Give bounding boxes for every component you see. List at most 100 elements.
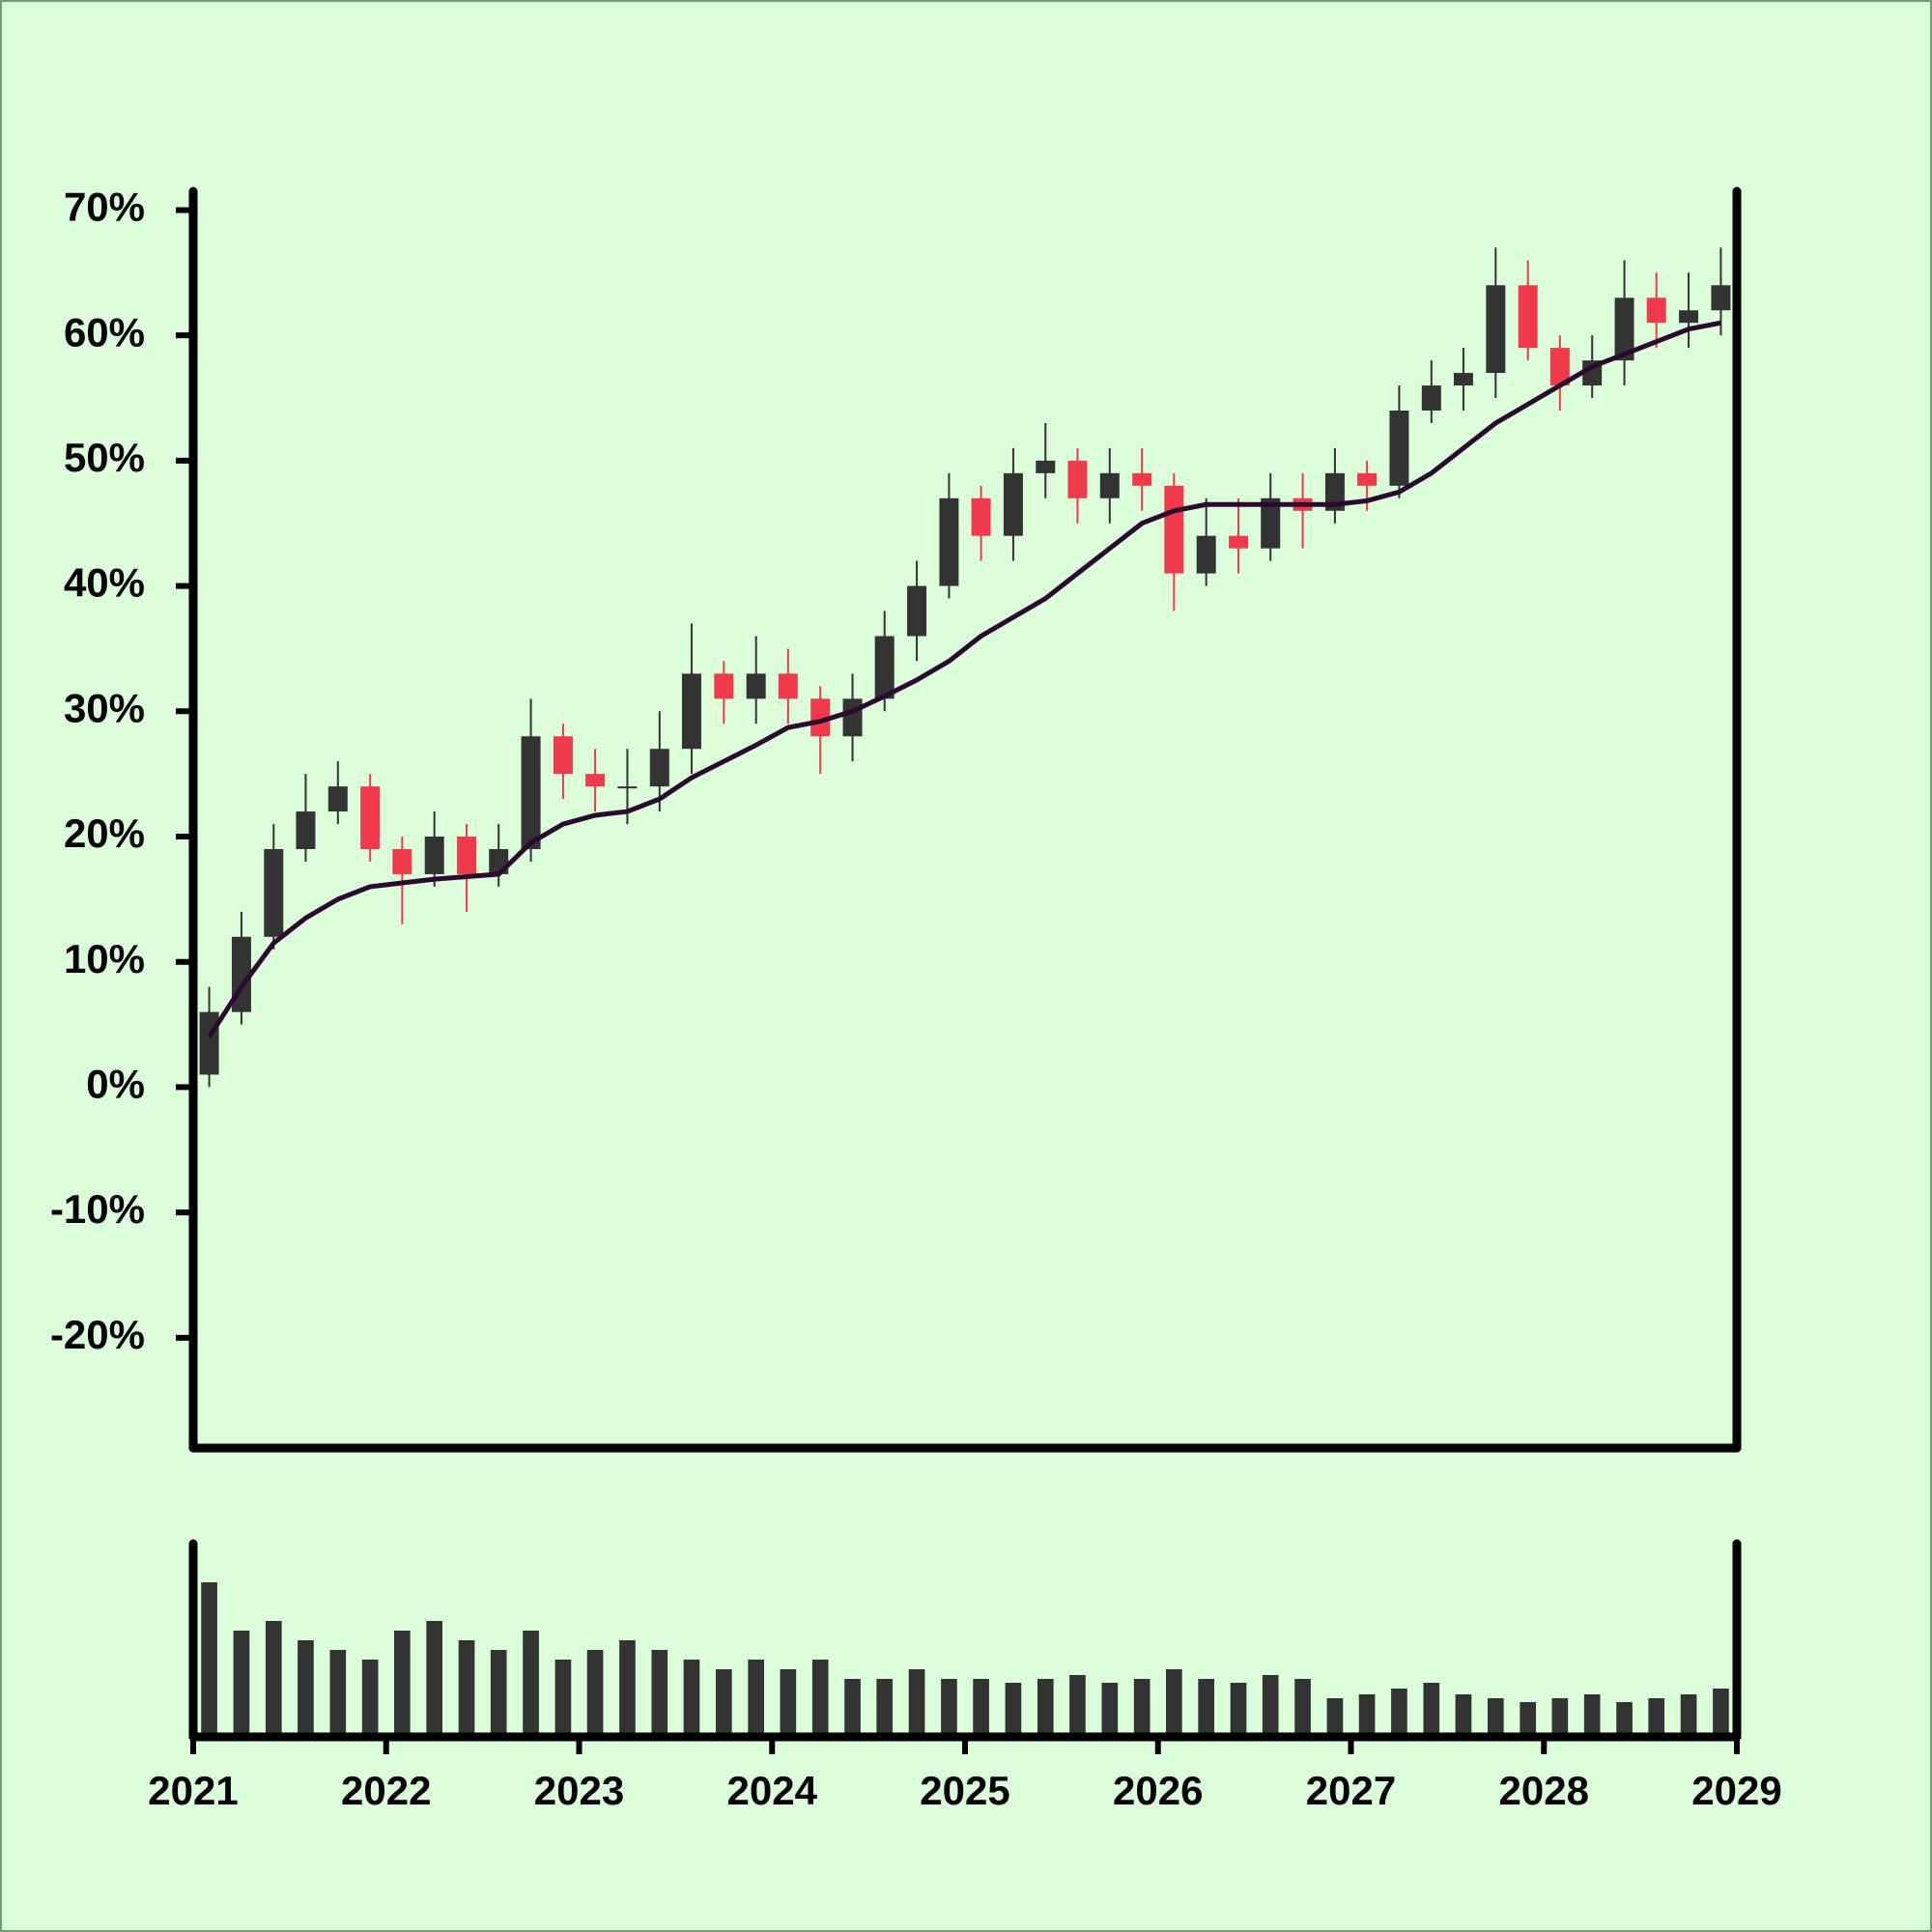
candle-body <box>1421 385 1441 411</box>
candle-body <box>424 837 444 874</box>
candle-body <box>327 786 348 812</box>
volume-bar <box>811 1660 829 1737</box>
moving-average-line <box>207 320 1721 1038</box>
x-tick-label: 2022 <box>341 1768 431 1813</box>
y-tick-label: 20% <box>64 810 145 856</box>
volume-bar <box>298 1640 314 1737</box>
candle-body <box>1036 460 1056 473</box>
volume-bar <box>1455 1694 1472 1737</box>
candle-body <box>1711 285 1731 311</box>
candle-body <box>1614 298 1634 361</box>
candle-body <box>360 786 381 849</box>
y-tick-label: 10% <box>64 936 145 981</box>
volume-bar <box>1423 1683 1440 1737</box>
candle-body <box>778 673 798 699</box>
candle-body <box>1453 373 1473 386</box>
volume-bar <box>523 1631 539 1737</box>
candle-body <box>971 497 991 536</box>
candle-body <box>939 497 959 586</box>
candle-body <box>199 1011 219 1075</box>
candle-body <box>1357 472 1378 486</box>
candle-body <box>617 786 638 789</box>
volume-bar <box>715 1669 732 1737</box>
volume-bar <box>1294 1679 1311 1737</box>
volume-bar <box>1037 1679 1054 1737</box>
x-tick-label: 2028 <box>1499 1768 1589 1813</box>
y-tick-label: -10% <box>50 1186 145 1232</box>
candle-body <box>296 811 316 849</box>
x-tick-label: 2027 <box>1306 1768 1396 1813</box>
candle-body <box>1132 472 1152 486</box>
volume-bar <box>876 1679 894 1737</box>
volume-bar <box>458 1640 475 1737</box>
volume-bar <box>780 1669 797 1737</box>
candle-body <box>1164 485 1184 574</box>
candle-body <box>521 736 541 849</box>
candle-body <box>1389 410 1409 486</box>
volume-bar <box>1648 1698 1665 1737</box>
volume-bar <box>1230 1683 1247 1737</box>
volume-bar <box>941 1679 957 1737</box>
candle-body <box>1229 535 1249 549</box>
volume-bar <box>1680 1694 1697 1737</box>
candle-body <box>457 837 477 874</box>
volume-bar <box>1166 1669 1182 1737</box>
candle-body <box>264 848 284 937</box>
volume-bar <box>1198 1679 1215 1737</box>
candle-body <box>1003 472 1023 536</box>
candle-body <box>681 673 701 750</box>
y-tick-label: 0% <box>86 1062 145 1107</box>
volume-bar <box>554 1660 572 1737</box>
volume-bar <box>1713 1689 1729 1737</box>
y-tick-label: 60% <box>64 309 145 355</box>
volume-bar <box>1520 1702 1536 1737</box>
volume-bar <box>844 1679 861 1737</box>
candle-body <box>1518 285 1538 349</box>
x-tick-label: 2029 <box>1691 1768 1781 1813</box>
volume-bar <box>1133 1679 1151 1737</box>
volume-bar <box>426 1621 443 1737</box>
candle-body <box>907 585 927 637</box>
volume-bar <box>651 1650 668 1737</box>
y-tick-label: 70% <box>64 185 145 230</box>
x-tick-label: 2021 <box>148 1768 238 1813</box>
y-tick-label: 50% <box>64 435 145 480</box>
candle-body <box>1324 472 1345 511</box>
candle-body <box>746 673 766 699</box>
volume-bar <box>233 1631 250 1737</box>
volume-bar <box>1101 1683 1119 1737</box>
volume-bar <box>748 1660 764 1737</box>
candle-body <box>1261 497 1281 549</box>
candle-body <box>553 736 573 775</box>
volume-bar <box>1358 1694 1376 1737</box>
candle-body <box>1067 460 1088 498</box>
candle-body <box>714 673 734 699</box>
volume-bar <box>490 1650 507 1737</box>
candle-body <box>1099 472 1120 498</box>
candle-body <box>392 848 412 874</box>
volume-bar <box>1262 1675 1279 1737</box>
x-tick-label: 2024 <box>727 1768 818 1813</box>
volume-bar <box>1391 1689 1407 1737</box>
candle-body <box>1646 298 1666 324</box>
y-tick-label: -20% <box>50 1312 145 1357</box>
volume-bar <box>908 1669 925 1737</box>
volume-bar <box>1326 1698 1344 1737</box>
candle-body <box>810 698 831 737</box>
volume-bar <box>329 1650 347 1737</box>
volume-bar <box>201 1582 217 1737</box>
y-tick-label: 40% <box>64 560 145 606</box>
candle-body <box>1486 285 1506 374</box>
volume-bar <box>265 1621 282 1737</box>
volume-bar <box>973 1679 989 1737</box>
x-tick-label: 2025 <box>920 1768 1009 1813</box>
candle-body <box>1679 310 1699 324</box>
volume-bar <box>619 1640 636 1737</box>
volume-bar <box>394 1631 411 1737</box>
volume-bar <box>361 1660 379 1737</box>
volume-bar <box>1551 1698 1569 1737</box>
volume-bar <box>683 1660 700 1737</box>
